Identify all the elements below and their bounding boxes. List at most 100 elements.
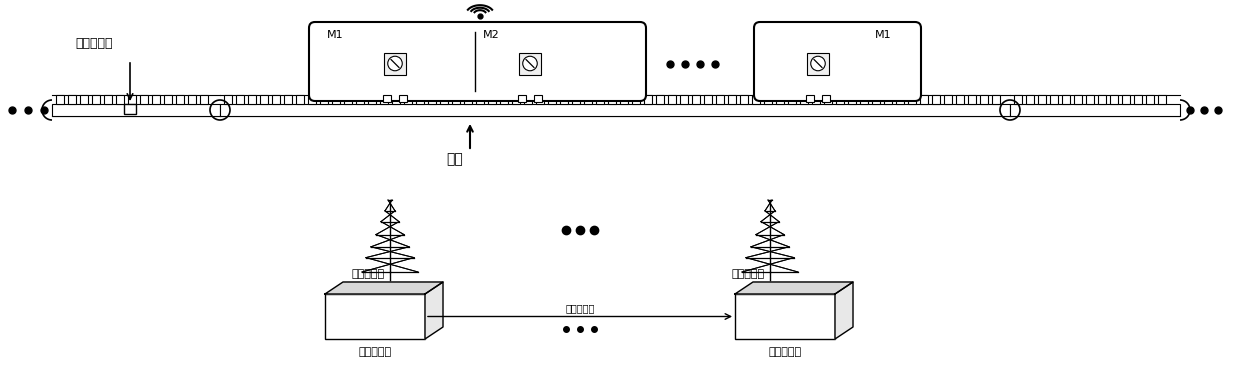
- Polygon shape: [425, 282, 444, 339]
- Bar: [572, 95, 580, 104]
- Text: M1: M1: [327, 30, 343, 40]
- Bar: [608, 95, 616, 104]
- Bar: [620, 95, 628, 104]
- Bar: [596, 95, 603, 104]
- Bar: [632, 95, 641, 104]
- Bar: [224, 95, 232, 104]
- Bar: [1110, 95, 1118, 104]
- Bar: [655, 95, 664, 104]
- Bar: [392, 95, 400, 104]
- Text: 齿槽: 齿槽: [446, 152, 463, 166]
- Bar: [776, 95, 784, 104]
- Bar: [524, 95, 532, 104]
- Bar: [1123, 95, 1130, 104]
- Bar: [52, 104, 221, 116]
- Bar: [92, 95, 100, 104]
- Bar: [273, 95, 280, 104]
- Bar: [944, 95, 952, 104]
- FancyBboxPatch shape: [309, 22, 646, 101]
- Bar: [81, 95, 88, 104]
- Bar: [320, 95, 328, 104]
- Bar: [908, 95, 916, 104]
- Polygon shape: [835, 282, 852, 339]
- Bar: [1074, 95, 1082, 104]
- Bar: [116, 95, 124, 104]
- Bar: [752, 95, 760, 104]
- Bar: [104, 95, 112, 104]
- Bar: [128, 95, 136, 104]
- Bar: [188, 95, 196, 104]
- Bar: [992, 95, 1000, 104]
- Bar: [383, 95, 392, 102]
- Bar: [463, 95, 472, 104]
- Circle shape: [388, 56, 403, 71]
- Bar: [519, 53, 541, 75]
- Bar: [729, 95, 736, 104]
- Bar: [807, 53, 829, 75]
- Bar: [56, 95, 64, 104]
- Text: 牵引变电站: 牵引变电站: [768, 347, 802, 357]
- Bar: [932, 95, 940, 104]
- Bar: [325, 294, 425, 339]
- Bar: [476, 95, 484, 104]
- Bar: [332, 95, 339, 104]
- Bar: [1062, 95, 1070, 104]
- Bar: [824, 95, 833, 104]
- Bar: [896, 95, 904, 104]
- Bar: [488, 95, 496, 104]
- Bar: [534, 95, 541, 102]
- Bar: [536, 95, 544, 104]
- Bar: [399, 95, 406, 102]
- Bar: [1134, 95, 1142, 104]
- Bar: [957, 95, 964, 104]
- Bar: [68, 95, 76, 104]
- Bar: [1098, 95, 1106, 104]
- Text: 高速控制网: 高速控制网: [565, 303, 595, 313]
- Bar: [847, 95, 856, 104]
- Bar: [812, 95, 820, 104]
- Text: 牵引变电站: 牵引变电站: [358, 347, 392, 357]
- Bar: [140, 95, 147, 104]
- Bar: [221, 104, 1010, 116]
- Text: M2: M2: [483, 30, 499, 40]
- Bar: [440, 95, 449, 104]
- Bar: [883, 95, 892, 104]
- Bar: [416, 95, 424, 104]
- Bar: [260, 95, 268, 104]
- Bar: [860, 95, 869, 104]
- Bar: [716, 95, 724, 104]
- Bar: [248, 95, 256, 104]
- Bar: [284, 95, 292, 104]
- Bar: [1026, 95, 1035, 104]
- Text: M1: M1: [875, 30, 892, 40]
- Circle shape: [810, 56, 825, 71]
- Bar: [836, 95, 844, 104]
- Bar: [764, 95, 772, 104]
- Bar: [152, 95, 160, 104]
- Bar: [1014, 95, 1022, 104]
- Bar: [800, 95, 808, 104]
- Bar: [380, 95, 388, 104]
- Bar: [124, 104, 136, 114]
- Bar: [452, 95, 460, 104]
- Bar: [704, 95, 712, 104]
- Bar: [1010, 104, 1180, 116]
- Bar: [356, 95, 364, 104]
- Bar: [235, 95, 244, 104]
- Bar: [735, 294, 835, 339]
- Bar: [872, 95, 880, 104]
- Bar: [296, 95, 304, 104]
- Bar: [807, 95, 814, 102]
- Bar: [980, 95, 987, 104]
- Bar: [693, 95, 700, 104]
- Polygon shape: [735, 282, 852, 294]
- Bar: [788, 95, 795, 104]
- Bar: [501, 95, 508, 104]
- Bar: [1087, 95, 1094, 104]
- Bar: [921, 95, 928, 104]
- Bar: [1146, 95, 1154, 104]
- Bar: [518, 95, 527, 102]
- Circle shape: [523, 56, 538, 71]
- Bar: [1049, 95, 1058, 104]
- Bar: [680, 95, 688, 104]
